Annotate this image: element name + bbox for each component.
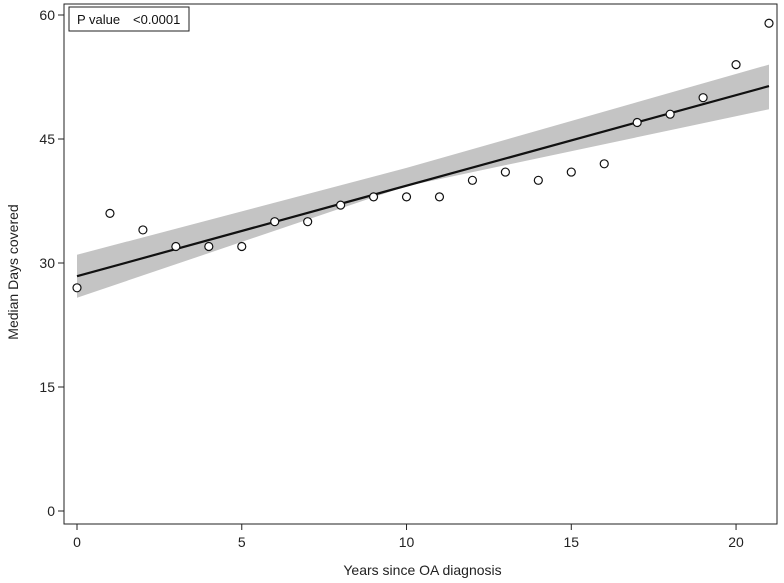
p-value-annotation: P value <0.0001: [68, 6, 190, 32]
data-point: [500, 167, 510, 177]
fit-line: [76, 85, 770, 278]
x-tick-label: 15: [563, 534, 579, 550]
data-point: [764, 18, 774, 28]
data-point: [599, 159, 609, 169]
data-point: [731, 59, 741, 70]
data-point: [303, 217, 313, 227]
y-tick-label: 45: [39, 131, 55, 147]
y-tick-label: 30: [39, 255, 55, 271]
y-tick-label: 60: [39, 7, 55, 23]
fit-line-layer: [76, 85, 770, 278]
data-point: [204, 241, 214, 252]
data-point: [171, 241, 181, 252]
annotation-box: [68, 6, 190, 32]
plot-frame: [63, 3, 778, 525]
data-point: [270, 217, 280, 227]
x-tick-label: 0: [73, 534, 81, 550]
data-point: [533, 175, 543, 185]
data-point: [138, 225, 148, 235]
data-point: [632, 117, 642, 128]
y-tick-label: 0: [47, 503, 55, 519]
data-point: [105, 208, 115, 218]
annotation-value: <0.0001: [133, 12, 180, 27]
data-point: [566, 167, 576, 177]
data-point: [665, 109, 675, 119]
data-point: [434, 192, 445, 202]
data-point: [401, 192, 412, 202]
x-axis-title: Years since OA diagnosis: [343, 562, 501, 578]
x-tick-label: 20: [728, 534, 744, 550]
data-point: [368, 192, 379, 202]
data-point: [467, 175, 478, 185]
data-point: [237, 241, 247, 252]
y-tick-label: 15: [39, 379, 55, 395]
y-axis-title: Median Days covered: [5, 204, 21, 339]
data-point: [698, 93, 708, 103]
axes: 0 5 10 15 20 0 15 30 45 60: [39, 3, 778, 550]
data-point: [72, 283, 82, 293]
x-tick-label: 5: [238, 534, 246, 550]
points-layer: [72, 18, 774, 293]
data-point: [336, 200, 346, 210]
x-tick-label: 10: [399, 534, 415, 550]
annotation-label: P value: [77, 12, 120, 27]
